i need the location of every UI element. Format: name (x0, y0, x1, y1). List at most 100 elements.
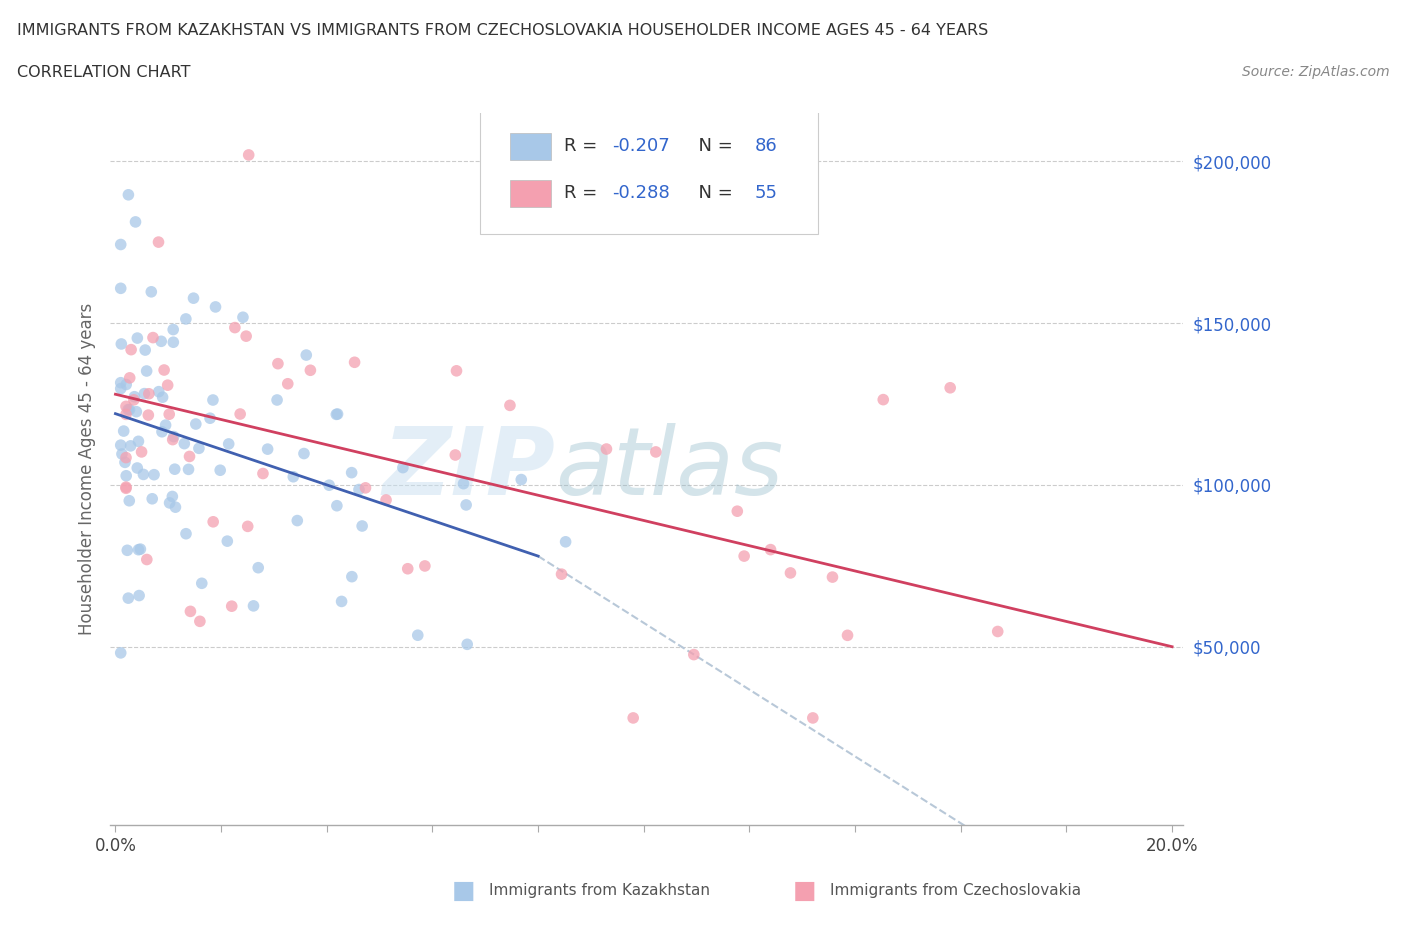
Text: -0.207: -0.207 (612, 137, 669, 155)
Point (150, 424, 173, 439)
Point (221, 599, 243, 614)
Point (162, 335, 184, 350)
Point (117, 543, 139, 558)
Point (138, 386, 160, 401)
Point (318, 478, 340, 493)
Point (510, 472, 533, 487)
Text: N =: N = (688, 184, 738, 202)
Point (115, 450, 138, 465)
Point (120, 438, 142, 453)
Point (232, 310, 254, 325)
Point (117, 402, 139, 417)
Text: R =: R = (564, 137, 603, 155)
Point (143, 467, 166, 482)
Point (150, 334, 173, 349)
Text: atlas: atlas (555, 423, 783, 514)
FancyBboxPatch shape (481, 109, 818, 233)
Point (138, 407, 160, 422)
Point (163, 462, 186, 477)
Point (148, 384, 170, 399)
Point (413, 559, 436, 574)
Point (375, 493, 398, 508)
Text: CORRELATION CHART: CORRELATION CHART (17, 65, 190, 80)
Point (117, 187, 139, 202)
Point (135, 364, 157, 379)
Point (801, 711, 824, 725)
Point (821, 570, 844, 585)
Point (118, 402, 141, 417)
Point (325, 407, 347, 422)
Point (256, 442, 278, 457)
Point (453, 476, 475, 491)
Point (242, 598, 264, 613)
Point (174, 526, 197, 541)
Point (127, 460, 149, 475)
Point (127, 434, 149, 449)
Point (128, 588, 150, 603)
Point (131, 445, 153, 459)
Point (120, 342, 142, 357)
Point (347, 482, 370, 497)
Point (110, 376, 132, 391)
Point (352, 519, 374, 534)
Point (115, 407, 138, 422)
Point (134, 342, 156, 357)
Point (277, 377, 299, 392)
Point (148, 234, 170, 249)
Point (340, 569, 363, 584)
Point (236, 519, 259, 534)
Point (201, 392, 224, 407)
Text: ■: ■ (453, 879, 475, 903)
Point (118, 370, 141, 385)
Point (153, 363, 176, 378)
Point (204, 299, 226, 314)
Point (295, 348, 318, 363)
Text: ■: ■ (793, 879, 815, 903)
Point (187, 441, 209, 456)
Point (115, 480, 138, 495)
Point (218, 436, 240, 451)
Point (165, 499, 187, 514)
Point (188, 614, 211, 629)
Point (162, 432, 184, 447)
Point (152, 390, 174, 405)
Point (446, 364, 468, 379)
Point (224, 320, 246, 335)
Point (759, 542, 782, 557)
Point (682, 647, 704, 662)
Point (110, 237, 132, 252)
Point (122, 392, 145, 407)
Point (406, 628, 429, 643)
Point (554, 535, 576, 550)
Point (299, 363, 322, 378)
Point (111, 446, 134, 461)
Point (285, 513, 308, 528)
Point (132, 467, 155, 482)
Point (117, 591, 139, 605)
Point (396, 562, 419, 577)
Point (115, 399, 138, 414)
Point (326, 498, 349, 513)
Text: Source: ZipAtlas.com: Source: ZipAtlas.com (1241, 65, 1389, 79)
Point (191, 576, 214, 591)
Point (124, 390, 146, 405)
Point (229, 406, 252, 421)
Point (124, 215, 146, 230)
Point (134, 386, 156, 401)
FancyBboxPatch shape (510, 179, 551, 206)
Point (118, 493, 141, 508)
Point (644, 445, 666, 459)
Point (110, 337, 132, 352)
Point (135, 552, 157, 567)
Point (247, 560, 270, 575)
Point (252, 466, 274, 481)
Point (173, 436, 195, 451)
Point (110, 381, 132, 396)
Point (837, 628, 859, 643)
Y-axis label: Householder Income Ages 45 - 64 years: Householder Income Ages 45 - 64 years (79, 302, 96, 635)
Point (217, 534, 239, 549)
Text: Immigrants from Czechoslovakia: Immigrants from Czechoslovakia (830, 884, 1081, 898)
Point (141, 285, 163, 299)
Point (444, 447, 467, 462)
Point (129, 541, 152, 556)
